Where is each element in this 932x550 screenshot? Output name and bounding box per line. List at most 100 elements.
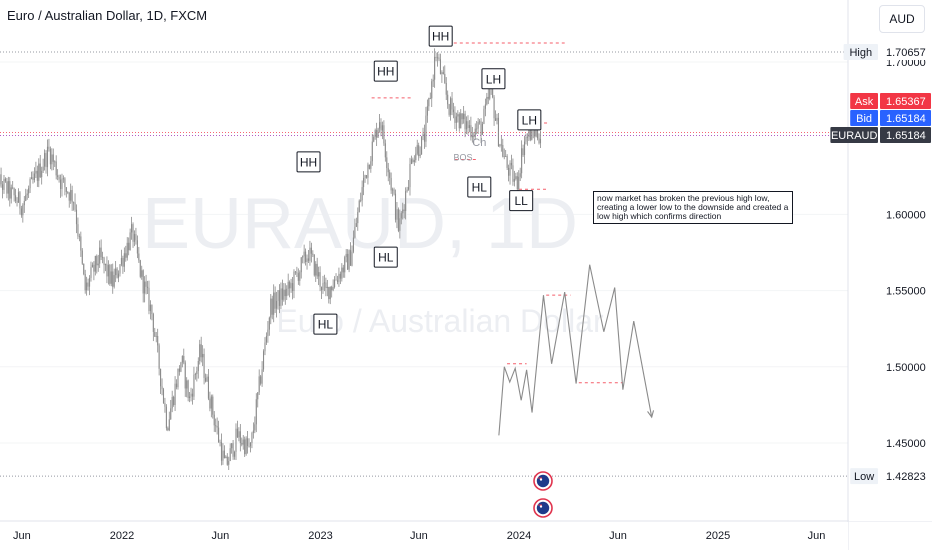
swing-label-box[interactable] [467,176,492,198]
swing-label-box[interactable] [373,246,398,268]
candle [506,154,508,170]
candle-body [455,116,457,123]
swing-label-lh[interactable]: LH [481,68,506,90]
swing-label-hh[interactable]: HH [296,151,321,173]
candle [57,169,59,181]
price-tick-label: 1.70000 [886,57,926,69]
price-tag-last[interactable]: EURAUD 1.65184 [830,127,931,143]
swing-label-hh[interactable]: HH [373,60,398,82]
swing-label-ll[interactable]: LL [509,190,534,212]
candle [62,175,64,183]
candle [190,387,192,402]
candle-body [167,428,169,431]
candle [538,133,540,145]
price-tag-ask[interactable]: Ask 1.65367 [850,93,931,109]
candle-body [245,438,247,455]
candle-body [177,368,179,388]
swing-label-box[interactable] [296,151,321,173]
candle [48,138,50,152]
candle-body [341,267,343,279]
candle [26,189,28,200]
price-tag-bid[interactable]: Bid 1.65184 [850,110,931,126]
economic-events[interactable] [533,471,553,518]
candle-body [452,109,455,113]
swing-label-box[interactable] [517,109,542,131]
candle-body [175,383,178,388]
swing-label-hl[interactable]: HL [467,176,492,198]
price-tag-high[interactable]: High 1.70657 [843,43,931,60]
candle-body [442,72,444,74]
swing-label-hl[interactable]: HL [373,246,398,268]
candle [383,120,385,146]
candle-body [310,247,312,254]
candle [293,269,295,299]
price-tag-low[interactable]: Low 1.42823 [850,468,931,485]
candle [432,74,434,88]
candle [392,187,394,197]
swing-label-box[interactable] [428,25,453,47]
candle-body [155,335,157,337]
time-tick-label: 2024 [507,530,531,542]
candle-body [42,166,44,171]
candle-body [257,392,259,400]
candle-body [204,377,207,382]
time-axis[interactable]: Jun 2022 Jun 2023 Jun 2024 Jun 2025 Jun [0,522,848,550]
candle [338,267,340,287]
candle [75,204,78,234]
time-tick-label: Jun [410,530,428,542]
candle [460,109,462,129]
candle [194,372,196,380]
swing-label-hl[interactable]: HL [313,313,338,335]
candle [505,149,507,158]
candle [364,174,366,183]
candle [276,291,278,318]
candle [183,348,185,365]
candle-body [525,136,527,142]
candle [218,420,220,443]
candle-body [207,376,209,399]
projection-line[interactable] [498,264,653,436]
candle-body [115,268,117,276]
candle-body [474,128,476,137]
swing-label-box[interactable] [481,68,506,90]
time-tick-label: Jun [609,530,627,542]
swing-label-lh[interactable]: LH [517,109,542,131]
swing-label-hh[interactable]: HH [428,25,453,47]
candle [119,263,121,277]
candle [113,268,115,289]
australia-flag-icon[interactable] [533,471,553,491]
candle [257,392,259,408]
candle-body [476,128,478,130]
candle [45,150,47,174]
currency-button[interactable]: AUD [879,5,925,33]
candle-body [248,445,250,447]
candle-body [287,281,289,289]
projection-path[interactable] [498,264,655,436]
swing-label-box[interactable] [373,60,398,82]
symbol-title[interactable]: Euro / Australian Dollar, 1D, FXCM [7,8,208,23]
candle-body [371,141,373,162]
candle [318,266,320,286]
candle [132,222,134,248]
candle-body [29,179,31,189]
candle-body [210,396,212,409]
candle-body [218,427,220,442]
swing-label-box[interactable] [313,313,338,335]
projection-arrowhead[interactable] [647,410,655,419]
candle [145,274,147,295]
candle [283,283,285,302]
price-axis[interactable]: 1.70000 1.60000 1.55000 1.50000 1.45000 High 1… [830,0,932,521]
candle-body [215,425,217,427]
annotation-note[interactable]: now market has broken the previous high … [593,191,793,224]
candle [500,135,502,152]
swing-label-box[interactable] [509,190,534,212]
candle [431,78,433,108]
candle [251,431,253,449]
candle [306,254,308,270]
candle [473,132,475,145]
australia-flag-icon[interactable] [533,498,553,518]
candle [515,172,517,181]
candle [64,177,66,196]
